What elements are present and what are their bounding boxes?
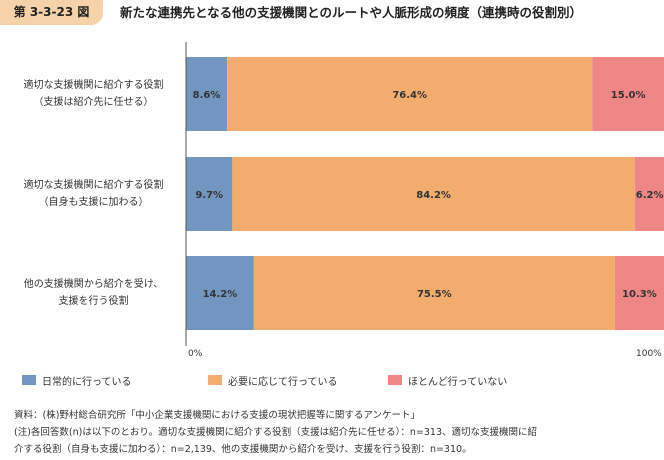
note-line: 介する役割（自身も支援に加わる）：n=2,139、他の支援機関から紹介を受け、支… [14, 444, 472, 455]
legend-swatch [388, 375, 402, 385]
figure-number: 第 3-3-23 図 [0, 0, 103, 25]
bar-segment [186, 157, 233, 231]
figure-title: 新たな連携先となる他の支援機関とのルートや人脈形成の頻度（連携時の役割別） [120, 5, 583, 20]
data-label: 6.2% [636, 190, 664, 201]
legend-item: 必要に応じて行っている [208, 374, 338, 388]
note-line: 資料：(株)野村総合研究所「中小企業支援機関における支援の現状把握等に関するアン… [14, 410, 421, 421]
data-label: 8.6% [193, 90, 221, 101]
legend-label: ほとんど行っていない [408, 376, 508, 388]
bar-segment [227, 57, 593, 131]
category-label: 適切な支援機関に紹介する役割 （支援は紹介先に任せる） [6, 77, 181, 111]
data-label: 10.3% [622, 289, 657, 300]
x-axis-min-label: 0% [188, 349, 203, 359]
bar-segment [253, 256, 615, 330]
data-label: 75.5% [417, 289, 452, 300]
legend-item: 日常的に行っている [22, 374, 132, 388]
x-axis-max-label: 100% [636, 349, 662, 359]
category-label-line: 適切な支援機関に紹介する役割 [23, 80, 164, 91]
category-label-line: （自身も支援に加わる） [38, 197, 149, 208]
legend-swatch [22, 375, 36, 385]
category-label-line: 他の支援機関から紹介を受け、 [23, 279, 164, 290]
bar-segment [186, 256, 254, 330]
data-label: 76.4% [392, 90, 427, 101]
bar-segment [232, 157, 635, 231]
stacked-bar-chart: 8.6% 76.4% 15.0% 9.7% 84.2% 6.2% 14.2% 75.5% 10.… [185, 42, 664, 346]
legend-swatch [208, 375, 222, 385]
data-label: 9.7% [195, 190, 223, 201]
legend-label: 日常的に行っている [42, 376, 132, 388]
category-label: 他の支援機関から紹介を受け、 支援を行う役割 [6, 276, 181, 310]
category-label-line: 支援を行う役割 [58, 296, 129, 307]
data-label: 84.2% [416, 190, 451, 201]
category-label-line: 適切な支援機関に紹介する役割 [23, 180, 164, 191]
data-label: 14.2% [203, 289, 238, 300]
bar-segment [186, 57, 228, 131]
legend-label: 必要に応じて行っている [228, 376, 338, 388]
bar-segment [592, 57, 664, 131]
bar-segment [634, 157, 664, 231]
category-label: 適切な支援機関に紹介する役割 （自身も支援に加わる） [6, 177, 181, 211]
legend-item: ほとんど行っていない [388, 374, 508, 388]
category-label-line: （支援は紹介先に任せる） [33, 97, 154, 108]
bar-segment [614, 256, 664, 330]
source-notes: 資料：(株)野村総合研究所「中小企業支援機関における支援の現状把握等に関するアン… [14, 407, 659, 458]
data-label: 15.0% [611, 90, 646, 101]
note-line: (注)各回答数(n)は以下のとおり。適切な支援機関に紹介する役割（支援は紹介先に… [14, 427, 538, 438]
